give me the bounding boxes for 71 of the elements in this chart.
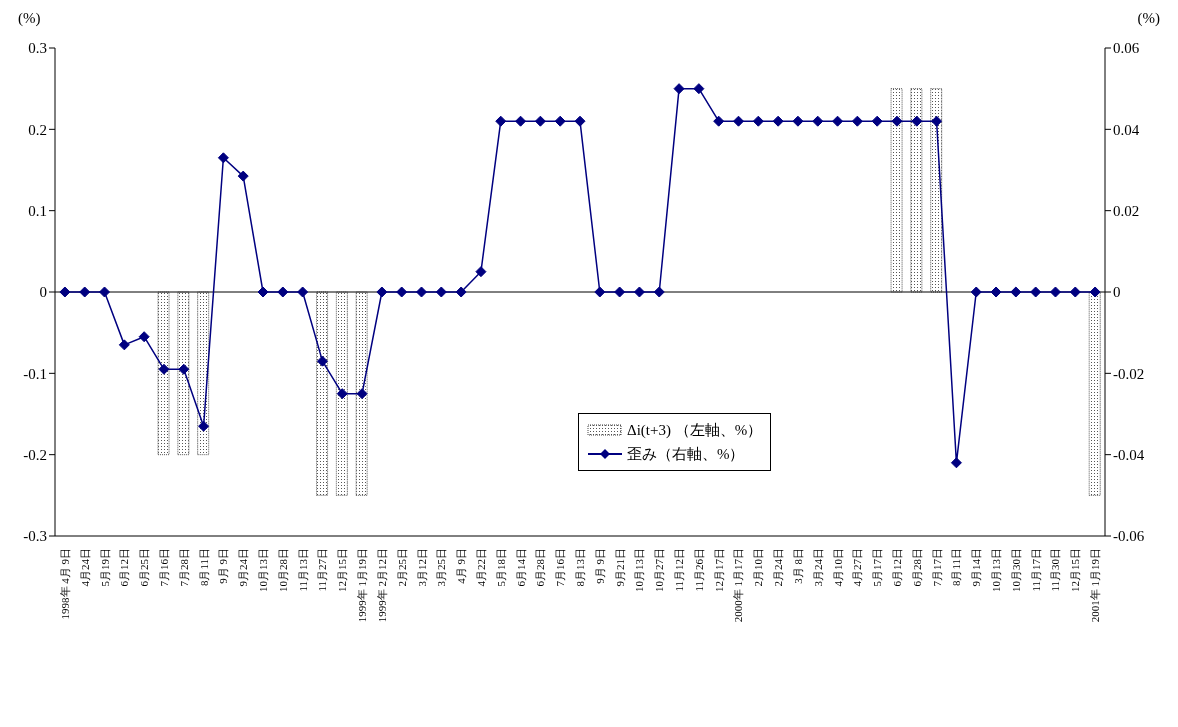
x-tick-label: 8月13日	[574, 548, 586, 587]
y-axis-title: (%)	[18, 10, 41, 27]
x-tick-label: 6月12日	[890, 548, 903, 587]
x-tick-label: 8月11日	[197, 548, 210, 587]
x-tick-label: 10月30日	[1009, 548, 1022, 592]
y2-tick-label: 0.06	[1113, 40, 1140, 57]
x-tick-label: 6月28日	[534, 548, 547, 587]
x-tick-label: 12月15日	[1069, 548, 1082, 592]
y2-tick-label: 0	[1113, 284, 1121, 301]
x-tick-label: 3月25日	[435, 548, 448, 587]
x-tick-label: 4月 9日	[455, 548, 468, 584]
x-tick-label: 8月11日	[950, 548, 963, 587]
x-tick-label: 9月 9日	[217, 548, 230, 584]
x-tick-label: 4月24日	[78, 548, 91, 587]
x-tick-label: 11月30日	[1049, 548, 1062, 592]
x-tick-label: 4月22日	[474, 548, 487, 587]
x-tick-label: 11月17日	[1029, 548, 1042, 592]
x-tick-label: 1999年 2月12日	[375, 548, 388, 623]
x-tick-label: 2001年 1月19日	[1089, 548, 1102, 623]
x-tick-label: 10月13日	[257, 548, 270, 592]
x-tick-label: 2000年 1月17日	[732, 548, 745, 623]
y2-tick-label: -0.02	[1113, 365, 1145, 382]
y2-tick-label: -0.04	[1113, 446, 1145, 463]
y2-tick-label: -0.06	[1113, 528, 1145, 545]
y-tick-label: -0.3	[23, 528, 47, 545]
x-tick-label: 1999年 1月19日	[356, 548, 369, 623]
y-tick-label: -0.1	[23, 365, 47, 382]
x-tick-label: 9月 9日	[593, 548, 606, 584]
x-tick-label: 10月13日	[990, 548, 1003, 592]
x-tick-label: 10月13日	[633, 548, 646, 592]
y2-tick-label: 0.04	[1113, 121, 1140, 138]
x-tick-label: 9月21日	[613, 548, 626, 587]
x-tick-label: 12月17日	[712, 548, 725, 592]
y2-tick-label: 0.02	[1113, 202, 1140, 219]
x-tick-label: 3月24日	[811, 548, 824, 587]
x-tick-label: 2月24日	[772, 548, 785, 587]
x-tick-label: 4月27日	[851, 548, 864, 587]
x-tick-label: 4月10日	[831, 548, 844, 587]
x-tick-label: 11月13日	[296, 548, 309, 592]
x-tick-label: 3月12日	[415, 548, 428, 587]
x-tick-label: 12月15日	[336, 548, 349, 592]
x-tick-label: 5月19日	[98, 548, 111, 587]
x-tick-label: 7月16日	[157, 548, 170, 587]
x-tick-label: 9月24日	[237, 548, 250, 587]
x-tick-label: 10月27日	[653, 548, 666, 592]
x-tick-label: 7月28日	[177, 548, 190, 587]
x-tick-label: 5月17日	[871, 548, 884, 587]
x-tick-label: 6月14日	[514, 548, 527, 587]
x-tick-label: 6月28日	[910, 548, 923, 587]
y2-axis-title: (%)	[1137, 10, 1160, 27]
y-tick-label: 0.1	[28, 202, 47, 219]
x-tick-label: 9月14日	[970, 548, 983, 587]
x-tick-label: 5月18日	[494, 548, 507, 587]
x-tick-label: 11月27日	[316, 548, 329, 592]
x-tick-label: 2月25日	[395, 548, 408, 587]
y-tick-label: -0.2	[23, 446, 47, 463]
y-tick-label: 0.3	[28, 40, 47, 57]
x-tick-label: 7月16日	[554, 548, 567, 587]
legend-label: 歪み（右軸、%）	[627, 444, 745, 464]
y-tick-label: 0.2	[28, 121, 47, 138]
legend-label: Δi(t+3) （左軸、%）	[627, 420, 763, 440]
x-tick-label: 10月28日	[276, 548, 289, 592]
x-tick-label: 2月10日	[752, 548, 765, 587]
x-tick-label: 6月12日	[118, 548, 131, 587]
x-tick-label: 6月25日	[138, 548, 151, 587]
x-tick-label: 11月26日	[692, 548, 705, 592]
x-tick-label: 3月 8日	[791, 548, 804, 584]
x-tick-label: 1998年 4月 9日	[58, 548, 71, 620]
x-tick-label: 7月17日	[930, 548, 943, 587]
x-tick-label: 11月12日	[673, 548, 686, 592]
y-tick-label: 0	[39, 284, 47, 301]
